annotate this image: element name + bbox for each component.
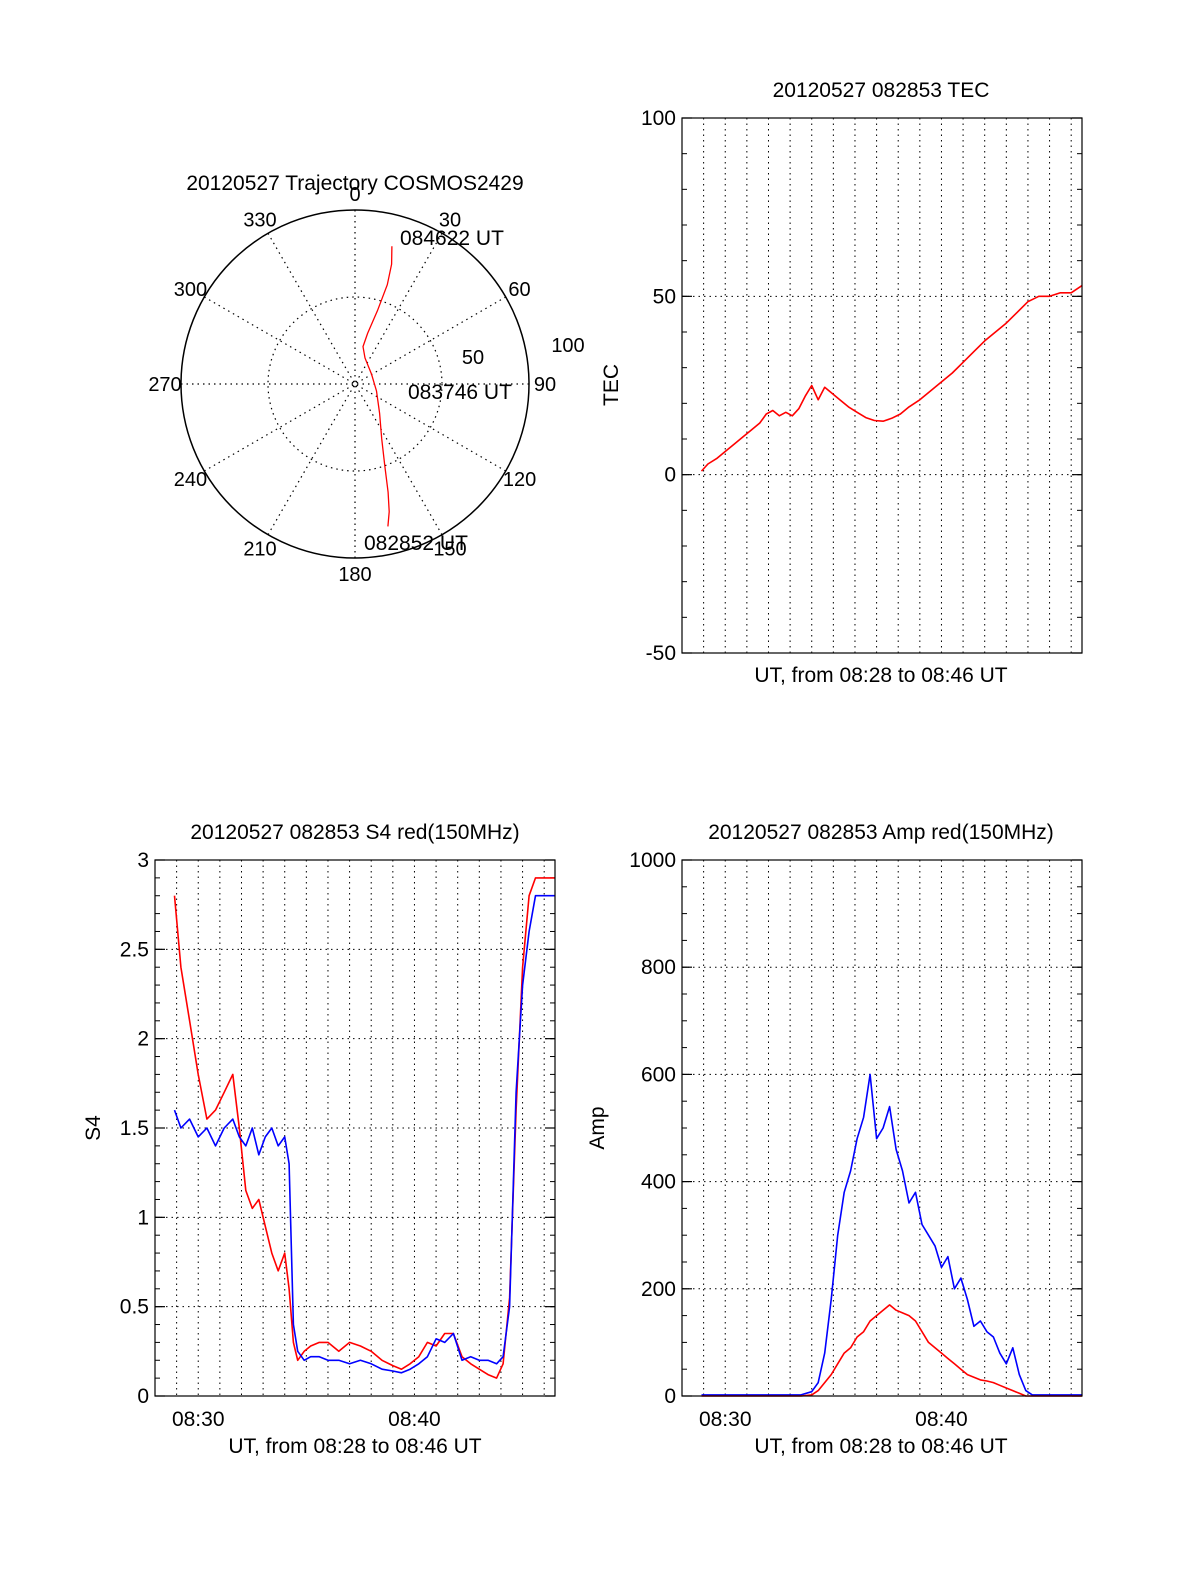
y-tick-label: 50 [653,285,676,308]
azimuth-label-270: 270 [148,374,181,396]
s4-panel: 20120527 082853 S4 red(150MHz) 0 0.5 1 1.5 2… [82,821,556,1458]
polar-outer-circle [180,209,530,559]
y-tick-label: 0 [664,1385,676,1408]
tec-x-axis-label: UT, from 08:28 to 08:46 UT [754,664,1007,687]
azimuth-label-30: 30 [439,209,461,231]
tec-series [700,284,1083,472]
y-tick-label: 3 [137,849,149,872]
amp-x-axis-label: UT, from 08:28 to 08:46 UT [754,1435,1007,1458]
tec-y-axis-label: TEC [600,364,623,406]
trajectory-end-time-label: 084622 UT [400,227,504,250]
trajectory-title: 20120527 Trajectory COSMOS2429 [186,172,523,195]
radius-label-50: 50 [462,347,484,369]
trajectory-mid-time-label: 083746 UT [408,381,512,404]
series-line-blue [173,894,555,1374]
tec-title: 20120527 082853 TEC [773,79,990,102]
azimuth-label-330: 330 [243,209,276,231]
azimuth-label-240: 240 [174,469,207,491]
y-tick-label: -50 [646,642,676,665]
series-line-blue [701,1073,1082,1396]
s4-y-tick-labels: 0 0.5 1 1.5 2 2.5 3 [120,849,149,1408]
radius-label-100: 100 [551,335,584,357]
tec-panel: 20120527 082853 TEC -50 0 50 100 UT, from 0… [600,79,1083,687]
amp-plot-frame [681,859,1083,1397]
tec-y-tick-labels: -50 0 50 100 [641,107,676,665]
trajectory-start-time-label: 082852 UT [364,532,468,555]
azimuth-label-120: 120 [503,469,536,491]
s4-series [173,877,555,1379]
s4-title: 20120527 082853 S4 red(150MHz) [190,821,519,844]
s4-gridlines [155,860,555,1396]
y-tick-label: 1 [137,1206,149,1229]
trajectory-polar-panel: 20120527 Trajectory COSMOS2429 0 30 60 90 12… [148,172,584,586]
s4-y-axis-label: S4 [82,1115,105,1141]
polar-grid [181,210,529,558]
s4-x-axis-label: UT, from 08:28 to 08:46 UT [228,1435,481,1458]
azimuth-label-150: 150 [433,539,466,561]
amp-title: 20120527 082853 Amp red(150MHz) [708,821,1054,844]
tec-tick-marks [682,117,1082,654]
y-tick-label: 2.5 [120,938,149,961]
y-tick-label: 0 [664,464,676,487]
y-tick-label: 0 [137,1385,149,1408]
y-tick-label: 100 [641,107,676,130]
azimuth-label-210: 210 [243,539,276,561]
trajectory-track [362,246,393,527]
amp-gridlines [682,860,1082,1396]
azimuth-labels: 0 30 60 90 120 150 180 210 240 270 300 330 [148,184,556,586]
amp-y-axis-label: Amp [586,1106,609,1149]
polar-ring-50 [267,296,443,472]
amp-x-tick-labels: 08:30 08:40 [699,1408,968,1431]
x-tick-label: 08:40 [915,1408,968,1431]
amp-panel: 20120527 082853 Amp red(150MHz) 0 200 400 6… [586,821,1083,1458]
amp-y-tick-labels: 0 200 400 600 800 1000 [629,849,676,1408]
x-tick-label: 08:30 [699,1408,752,1431]
s4-plot-frame [154,859,556,1397]
azimuth-label-300: 300 [174,279,207,301]
azimuth-label-60: 60 [508,279,530,301]
amp-tick-marks [682,859,1082,1397]
x-tick-label: 08:40 [388,1408,441,1431]
y-tick-label: 2 [137,1028,149,1051]
tec-plot-frame [681,117,1083,654]
s4-tick-marks [155,859,555,1397]
x-tick-label: 08:30 [172,1408,225,1431]
y-tick-label: 400 [641,1171,676,1194]
azimuth-label-180: 180 [338,564,371,586]
azimuth-label-90: 90 [534,374,556,396]
y-tick-label: 0.5 [120,1296,149,1319]
s4-x-tick-labels: 08:30 08:40 [172,1408,441,1431]
azimuth-label-0: 0 [349,184,360,206]
y-tick-label: 600 [641,1063,676,1086]
amp-series [701,1073,1082,1397]
y-tick-label: 1000 [629,849,676,872]
y-tick-label: 200 [641,1278,676,1301]
tec-gridlines [682,118,1082,653]
y-tick-label: 1.5 [120,1117,149,1140]
series-line-red [701,1304,1082,1397]
series-line-red [700,284,1083,472]
y-tick-label: 800 [641,956,676,979]
